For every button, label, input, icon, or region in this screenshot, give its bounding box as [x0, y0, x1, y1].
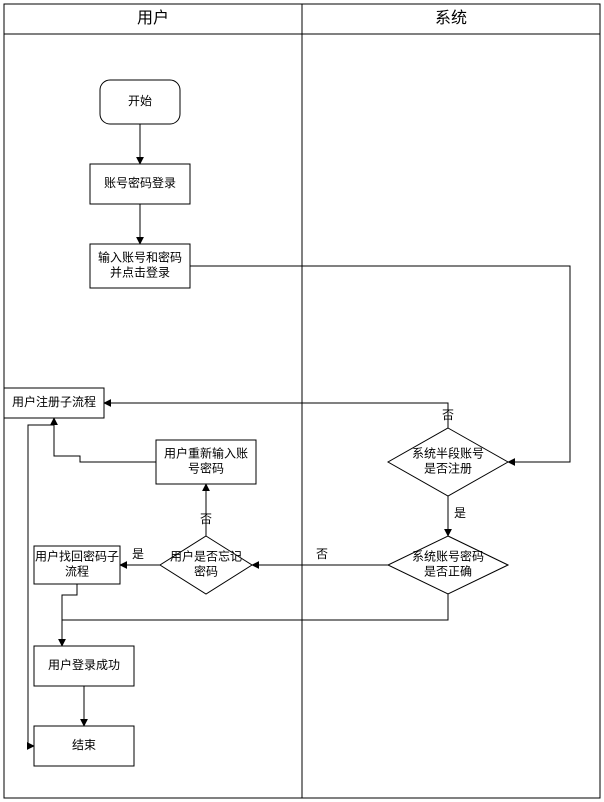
svg-text:否: 否: [316, 547, 328, 561]
node-reenter: 用户重新输入账号密码: [156, 440, 256, 484]
node-start: 开始: [100, 80, 180, 124]
edge-e10: [62, 594, 448, 646]
svg-text:用户注册子流程: 用户注册子流程: [12, 394, 96, 409]
edge-e3: [190, 266, 570, 462]
node-input: 输入账号和密码并点击登录: [90, 244, 190, 288]
node-forgot: 用户是否忘记密码: [160, 536, 252, 594]
svg-text:是: 是: [454, 506, 466, 520]
edge-e4: [104, 403, 448, 428]
node-pwd_check: 系统账号密码是否正确: [388, 536, 508, 594]
svg-text:用户: 用户: [137, 9, 169, 27]
edge-e11: [62, 584, 77, 646]
svg-text:账号密码登录: 账号密码登录: [104, 175, 176, 190]
node-reg_sub: 用户注册子流程: [4, 388, 104, 418]
node-login: 账号密码登录: [90, 164, 190, 204]
edge-e13: [54, 418, 156, 462]
node-recover_sub: 用户找回密码子流程: [34, 546, 120, 584]
svg-text:是: 是: [132, 547, 144, 561]
node-success: 用户登录成功: [34, 646, 134, 686]
svg-text:结束: 结束: [72, 738, 96, 752]
node-end: 结束: [34, 726, 134, 766]
node-reg_check: 系统半段账号是否注册: [388, 428, 508, 496]
svg-text:系统: 系统: [435, 9, 467, 27]
svg-text:否: 否: [442, 408, 454, 422]
svg-text:否: 否: [200, 512, 212, 526]
flowchart-canvas: 用户系统否是否否是开始账号密码登录输入账号和密码并点击登录用户注册子流程用户重新…: [0, 0, 604, 802]
svg-text:用户登录成功: 用户登录成功: [48, 657, 120, 672]
svg-text:开始: 开始: [128, 94, 152, 108]
